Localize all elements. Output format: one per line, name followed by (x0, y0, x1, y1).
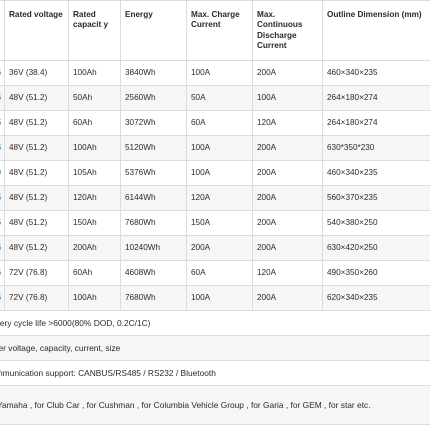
table-row: 5 36V (38.4) 100Ah 3840Wh 100A 200A 460×… (0, 60, 430, 86)
discharge-current-cell: 200A (252, 135, 323, 161)
dimension-cell: 490×350×260 (322, 260, 430, 286)
capacity-cell: 100Ah (68, 60, 121, 86)
energy-cell: 10240Wh (120, 235, 187, 261)
table-header-row: Rated voltage Rated capacit y Energy Max… (0, 0, 430, 61)
capacity-cell: 100Ah (68, 285, 121, 311)
discharge-current-cell: 200A (252, 185, 323, 211)
dimension-cell: 460×340×235 (322, 160, 430, 186)
table-row: 5 72V (76.8) 60Ah 4608Wh 60A 120A 490×35… (0, 260, 430, 286)
charge-current-cell: 60A (186, 110, 253, 136)
energy-cell: 3840Wh (120, 60, 187, 86)
discharge-current-cell: 200A (252, 60, 323, 86)
voltage-cell: 48V (51.2) (4, 235, 69, 261)
charge-current-cell: 50A (186, 85, 253, 111)
energy-cell: 3072Wh (120, 110, 187, 136)
capacity-cell: 200Ah (68, 235, 121, 261)
note-row-communication: Communication support: CANBUS/RS485 / RS… (0, 360, 430, 386)
header-max-discharge-current: Max. Continuous Discharge Current (252, 0, 323, 61)
table-row: 0 48V (51.2) 105Ah 5376Wh 100A 200A 460×… (0, 160, 430, 186)
charge-current-cell: 200A (186, 235, 253, 261)
charge-current-cell: 100A (186, 285, 253, 311)
header-energy: Energy (120, 0, 187, 61)
table-row: 5 48V (51.2) 50Ah 2560Wh 50A 100A 264×18… (0, 85, 430, 111)
table-row: 5 72V (76.8) 100Ah 7680Wh 100A 200A 620×… (0, 285, 430, 311)
dimension-cell: 630×420×250 (322, 235, 430, 261)
note-row-cycle-life: Battery cycle life >6000(80% DOD, 0.2C/1… (0, 310, 430, 336)
header-max-charge-current: Max. Charge Current (186, 0, 253, 61)
energy-cell: 2560Wh (120, 85, 187, 111)
voltage-cell: 48V (51.2) (4, 185, 69, 211)
energy-cell: 4608Wh (120, 260, 187, 286)
voltage-cell: 48V (51.2) (4, 85, 69, 111)
charge-current-cell: 150A (186, 210, 253, 236)
voltage-cell: 36V (38.4) (4, 60, 69, 86)
discharge-current-cell: 200A (252, 285, 323, 311)
energy-cell: 7680Wh (120, 285, 187, 311)
discharge-current-cell: 200A (252, 210, 323, 236)
discharge-current-cell: 200A (252, 235, 323, 261)
discharge-current-cell: 120A (252, 260, 323, 286)
discharge-current-cell: 200A (252, 160, 323, 186)
note-row-compatibility: for Yamaha , for Club Car , for Cushman … (0, 385, 430, 425)
dimension-cell: 264×180×274 (322, 110, 430, 136)
charge-current-cell: 100A (186, 135, 253, 161)
header-rated-voltage: Rated voltage (4, 0, 69, 61)
energy-cell: 5376Wh (120, 160, 187, 186)
table-row: 25 48V (51.2) 150Ah 7680Wh 150A 200A 540… (0, 210, 430, 236)
header-outline-dimension: Outline Dimension (mm) (322, 0, 430, 61)
capacity-cell: 105Ah (68, 160, 121, 186)
voltage-cell: 48V (51.2) (4, 160, 69, 186)
capacity-cell: 100Ah (68, 135, 121, 161)
voltage-cell: 72V (76.8) (4, 285, 69, 311)
capacity-cell: 120Ah (68, 185, 121, 211)
table-row: 5 48V (51.2) 100Ah 5120Wh 100A 200A 630*… (0, 135, 430, 161)
energy-cell: 7680Wh (120, 210, 187, 236)
energy-cell: 6144Wh (120, 185, 187, 211)
cycle-life-note: Battery cycle life >6000(80% DOD, 0.2C/1… (0, 310, 430, 336)
voltage-cell: 48V (51.2) (4, 135, 69, 161)
dimension-cell: 460×340×235 (322, 60, 430, 86)
table-row: 25 48V (51.2) 200Ah 10240Wh 200A 200A 63… (0, 235, 430, 261)
voltage-cell: 72V (76.8) (4, 260, 69, 286)
dimension-cell: 560×370×235 (322, 185, 430, 211)
compatibility-note: for Yamaha , for Club Car , for Cushman … (0, 385, 430, 425)
other-options-note: Other voltage, capacity, current, size (0, 335, 430, 361)
charge-current-cell: 100A (186, 60, 253, 86)
dimension-cell: 264×180×274 (322, 85, 430, 111)
discharge-current-cell: 120A (252, 110, 323, 136)
dimension-cell: 620×340×235 (322, 285, 430, 311)
charge-current-cell: 100A (186, 160, 253, 186)
capacity-cell: 60Ah (68, 260, 121, 286)
table-body: 5 36V (38.4) 100Ah 3840Wh 100A 200A 460×… (0, 60, 430, 425)
table-row: 5 48V (51.2) 60Ah 3072Wh 60A 120A 264×18… (0, 110, 430, 136)
note-row-other: Other voltage, capacity, current, size (0, 335, 430, 361)
voltage-cell: 48V (51.2) (4, 110, 69, 136)
charge-current-cell: 120A (186, 185, 253, 211)
dimension-cell: 630*350*230 (322, 135, 430, 161)
dimension-cell: 540×380×250 (322, 210, 430, 236)
capacity-cell: 50Ah (68, 85, 121, 111)
voltage-cell: 48V (51.2) (4, 210, 69, 236)
header-rated-capacity: Rated capacit y (68, 0, 121, 61)
energy-cell: 5120Wh (120, 135, 187, 161)
capacity-cell: 150Ah (68, 210, 121, 236)
discharge-current-cell: 100A (252, 85, 323, 111)
table-row: 25 48V (51.2) 120Ah 6144Wh 120A 200A 560… (0, 185, 430, 211)
charge-current-cell: 60A (186, 260, 253, 286)
capacity-cell: 60Ah (68, 110, 121, 136)
communication-note: Communication support: CANBUS/RS485 / RS… (0, 360, 430, 386)
